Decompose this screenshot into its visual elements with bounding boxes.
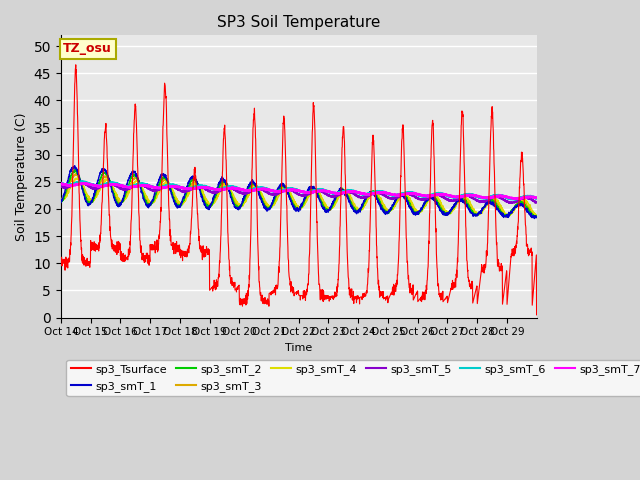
sp3_smT_7: [82, 180, 90, 186]
sp3_smT_7: [468, 192, 476, 198]
sp3_smT_3: [72, 171, 79, 177]
Text: TZ_osu: TZ_osu: [63, 42, 112, 55]
sp3_smT_6: [327, 190, 335, 196]
sp3_smT_2: [526, 209, 534, 215]
sp3_smT_2: [532, 213, 540, 218]
Line: sp3_smT_7: sp3_smT_7: [61, 183, 536, 199]
sp3_smT_2: [531, 215, 539, 220]
sp3_smT_1: [442, 212, 449, 218]
Line: sp3_Tsurface: sp3_Tsurface: [61, 65, 536, 315]
sp3_smT_6: [532, 195, 540, 201]
Line: sp3_smT_3: sp3_smT_3: [61, 174, 536, 217]
sp3_smT_5: [105, 181, 113, 187]
sp3_smT_2: [468, 210, 476, 216]
Line: sp3_smT_6: sp3_smT_6: [61, 181, 536, 199]
sp3_smT_1: [70, 163, 78, 168]
sp3_smT_3: [207, 203, 215, 208]
sp3_smT_7: [105, 182, 113, 188]
Line: sp3_smT_4: sp3_smT_4: [61, 178, 536, 216]
sp3_Tsurface: [468, 278, 476, 284]
sp3_Tsurface: [442, 296, 449, 301]
sp3_Tsurface: [72, 62, 79, 68]
sp3_smT_2: [105, 175, 113, 180]
sp3_smT_4: [442, 209, 449, 215]
Line: sp3_smT_5: sp3_smT_5: [61, 182, 536, 203]
sp3_smT_4: [207, 203, 215, 208]
sp3_smT_4: [74, 175, 82, 180]
sp3_smT_5: [526, 196, 534, 202]
sp3_smT_7: [207, 186, 215, 192]
sp3_smT_1: [532, 215, 540, 220]
sp3_smT_2: [442, 210, 449, 216]
sp3_Tsurface: [57, 256, 65, 262]
sp3_smT_2: [71, 167, 79, 172]
sp3_smT_2: [207, 203, 215, 208]
sp3_smT_3: [532, 214, 540, 220]
sp3_smT_7: [442, 192, 449, 198]
sp3_smT_1: [327, 204, 335, 210]
sp3_smT_4: [57, 196, 65, 202]
sp3_smT_5: [468, 195, 476, 201]
sp3_smT_7: [526, 194, 534, 200]
Title: SP3 Soil Temperature: SP3 Soil Temperature: [217, 15, 380, 30]
sp3_smT_6: [78, 179, 86, 184]
sp3_smT_7: [57, 181, 65, 187]
sp3_smT_3: [531, 215, 539, 220]
sp3_Tsurface: [207, 286, 215, 291]
sp3_smT_5: [532, 200, 540, 205]
sp3_Tsurface: [526, 250, 534, 255]
sp3_smT_2: [327, 204, 335, 210]
sp3_smT_1: [207, 201, 215, 207]
sp3_smT_6: [207, 186, 215, 192]
sp3_smT_6: [468, 192, 476, 198]
sp3_Tsurface: [105, 195, 113, 201]
sp3_smT_5: [508, 200, 516, 206]
sp3_smT_3: [57, 198, 65, 204]
sp3_smT_6: [526, 193, 534, 199]
sp3_smT_6: [442, 192, 449, 198]
sp3_smT_1: [526, 211, 534, 217]
sp3_smT_5: [207, 189, 215, 195]
sp3_smT_6: [511, 196, 519, 202]
sp3_smT_4: [526, 204, 534, 209]
Line: sp3_smT_2: sp3_smT_2: [61, 169, 536, 217]
sp3_smT_1: [468, 210, 476, 216]
Legend: sp3_Tsurface, sp3_smT_1, sp3_smT_2, sp3_smT_3, sp3_smT_4, sp3_smT_5, sp3_smT_6, : sp3_Tsurface, sp3_smT_1, sp3_smT_2, sp3_…: [67, 360, 640, 396]
sp3_smT_1: [105, 176, 113, 182]
Y-axis label: Soil Temperature (C): Soil Temperature (C): [15, 112, 28, 240]
sp3_smT_4: [532, 214, 540, 219]
sp3_smT_4: [105, 177, 113, 182]
sp3_smT_4: [468, 204, 476, 210]
sp3_smT_6: [57, 180, 65, 186]
sp3_smT_3: [442, 210, 449, 216]
sp3_smT_3: [105, 176, 113, 182]
sp3_smT_5: [327, 193, 335, 199]
sp3_smT_7: [327, 190, 335, 195]
sp3_Tsurface: [532, 312, 540, 318]
sp3_smT_2: [57, 198, 65, 204]
sp3_smT_1: [57, 200, 65, 205]
Line: sp3_smT_1: sp3_smT_1: [61, 166, 536, 218]
X-axis label: Time: Time: [285, 343, 312, 353]
sp3_smT_6: [105, 180, 113, 186]
sp3_smT_1: [531, 216, 538, 221]
sp3_smT_4: [327, 206, 335, 212]
sp3_smT_3: [526, 207, 534, 213]
sp3_smT_5: [76, 179, 83, 185]
sp3_smT_7: [513, 196, 520, 202]
sp3_smT_7: [532, 195, 540, 201]
sp3_Tsurface: [327, 294, 335, 300]
sp3_smT_3: [327, 206, 335, 212]
sp3_smT_5: [442, 195, 449, 201]
sp3_smT_5: [57, 183, 65, 189]
sp3_smT_3: [468, 207, 476, 213]
